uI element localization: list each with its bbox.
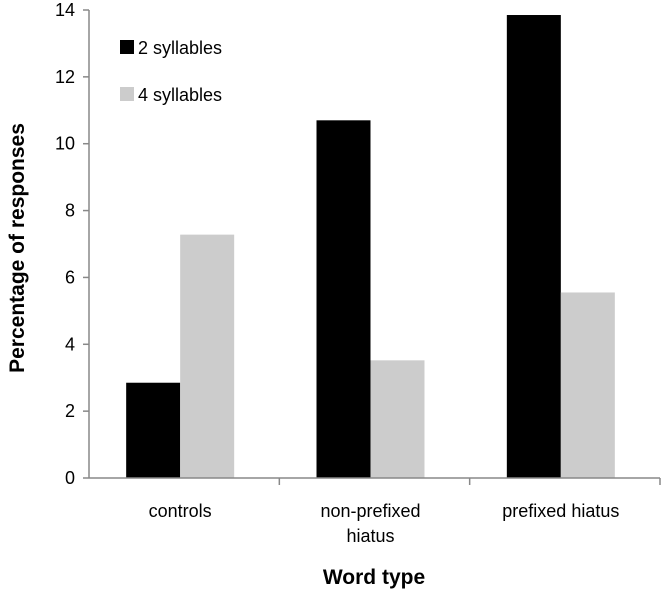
x-category-label: hiatus — [346, 526, 394, 546]
y-tick-label: 2 — [65, 401, 75, 421]
y-tick-label: 6 — [65, 267, 75, 287]
y-tick-label: 12 — [55, 67, 75, 87]
bar-4-syllables-0 — [180, 234, 235, 478]
legend-label: 2 syllables — [138, 38, 222, 58]
y-axis-title: Percentage of responses — [6, 123, 29, 373]
y-tick-label: 8 — [65, 201, 75, 221]
x-category-label: non-prefixed — [320, 501, 420, 521]
legend: 2 syllables 4 syllables — [120, 38, 222, 105]
x-category-label: prefixed hiatus — [502, 501, 619, 521]
legend-swatch — [120, 87, 134, 101]
legend-label: 4 syllables — [138, 85, 222, 105]
x-categories-group: controls non-prefixed hiatus prefixed hiatu… — [149, 478, 661, 546]
y-ticks-group: 0 2 4 6 8 10 12 14 — [55, 0, 89, 488]
bar-2-syllables-2 — [506, 15, 561, 479]
axes-group — [88, 10, 660, 479]
bar-2-syllables-0 — [126, 382, 181, 478]
y-tick-label: 10 — [55, 134, 75, 154]
y-tick-label: 0 — [65, 468, 75, 488]
bars-group — [126, 15, 615, 479]
y-tick-label: 4 — [65, 334, 75, 354]
x-axis-title: Word type — [323, 566, 425, 589]
y-tick-label: 14 — [55, 0, 75, 20]
legend-swatch — [120, 40, 134, 54]
x-category-label: controls — [149, 501, 212, 521]
bar-4-syllables-2 — [560, 292, 615, 478]
bar-2-syllables-1 — [316, 120, 371, 479]
bar-4-syllables-1 — [370, 360, 425, 478]
